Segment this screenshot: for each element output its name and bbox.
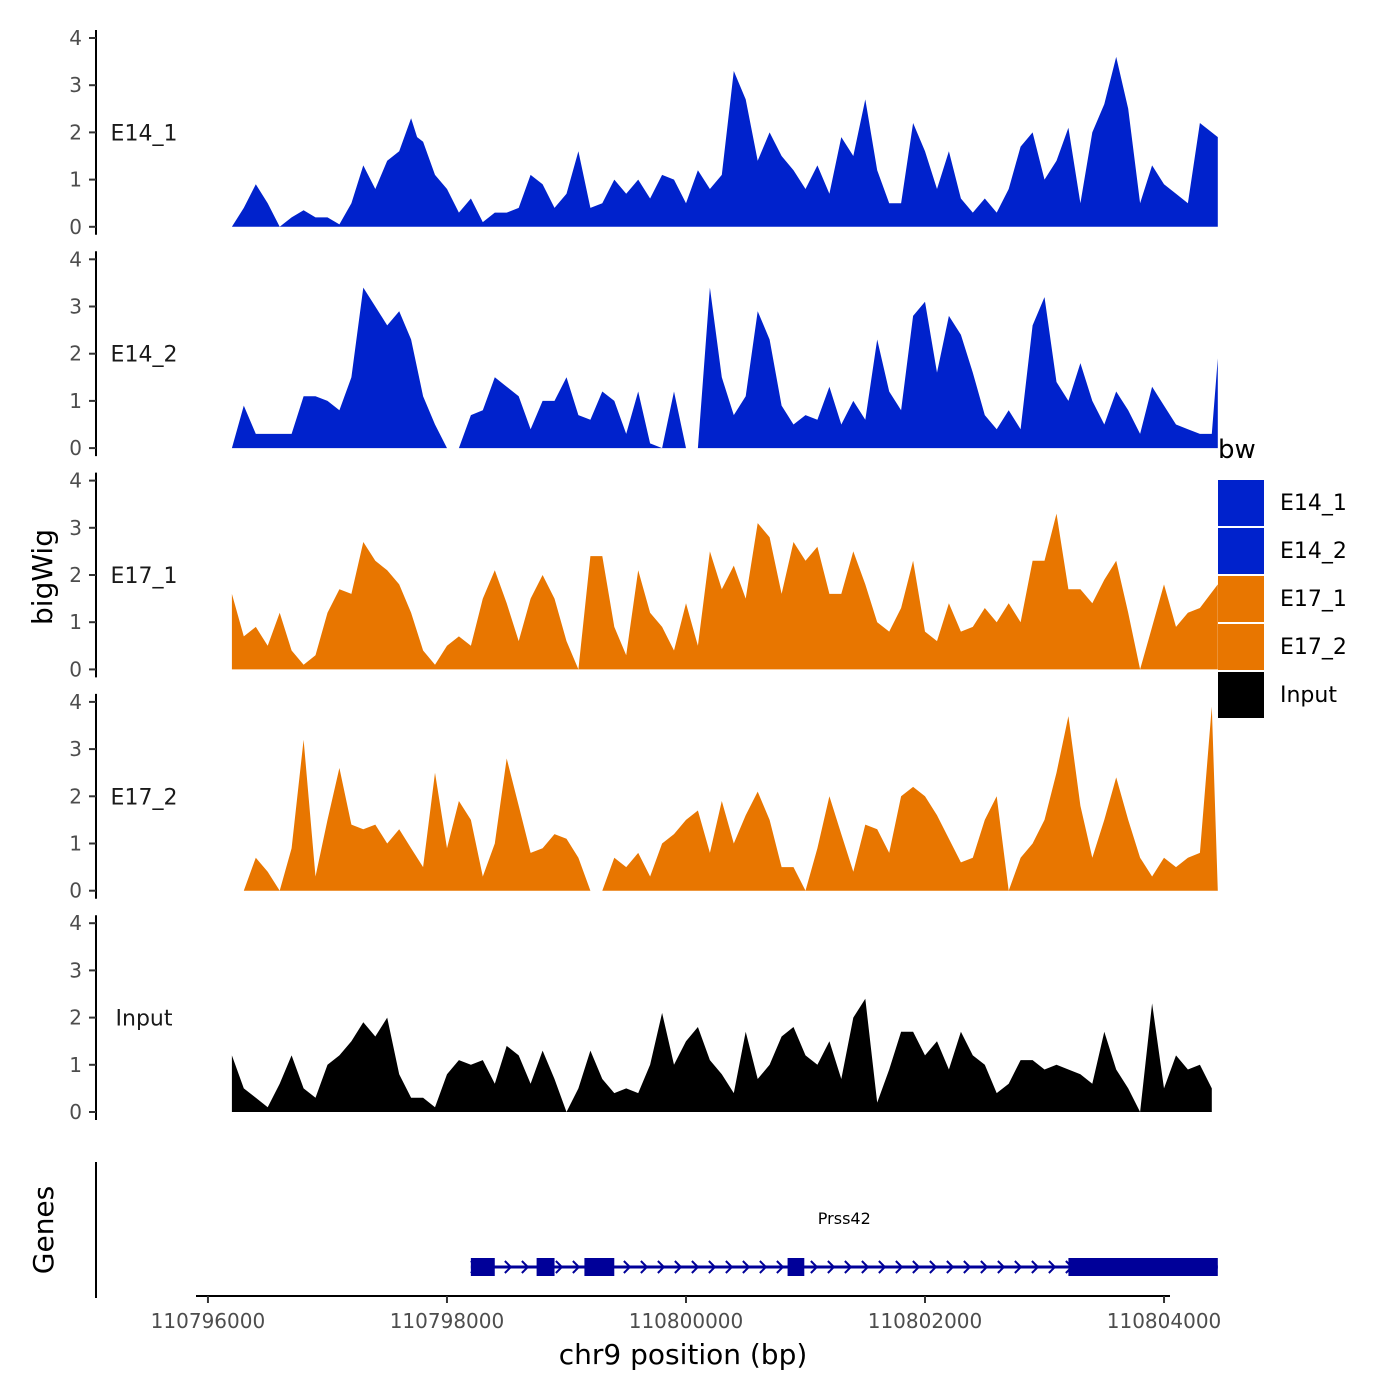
gene-exon bbox=[1068, 1258, 1218, 1276]
gene-exon bbox=[470, 1258, 495, 1276]
legend-label-E14_1: E14_1 bbox=[1280, 491, 1347, 516]
x-axis-title: chr9 position (bp) bbox=[559, 1338, 808, 1371]
y-tick-label: 1 bbox=[69, 610, 82, 634]
y-tick-label: 4 bbox=[69, 690, 82, 714]
y-tick-label: 3 bbox=[69, 958, 82, 982]
legend-label-E17_2: E17_2 bbox=[1280, 635, 1347, 660]
strand-arrow bbox=[963, 1260, 972, 1274]
strand-arrow bbox=[521, 1260, 530, 1274]
strand-arrow bbox=[1048, 1260, 1057, 1274]
track-label-E14_1: E14_1 bbox=[111, 121, 178, 146]
track-label-Input: Input bbox=[116, 1007, 173, 1032]
strand-arrow bbox=[708, 1260, 717, 1274]
signal-area-E17_1 bbox=[231, 513, 1218, 670]
y-tick-label: 2 bbox=[69, 1006, 82, 1030]
legend-title: bw bbox=[1218, 435, 1256, 465]
gene-exon bbox=[536, 1258, 555, 1276]
track-label-E14_2: E14_2 bbox=[111, 343, 178, 368]
gene-name-label: Prss42 bbox=[818, 1209, 871, 1228]
strand-arrow bbox=[810, 1260, 819, 1274]
y-tick-label: 2 bbox=[69, 342, 82, 366]
strand-arrow bbox=[759, 1260, 768, 1274]
y-tick-label: 2 bbox=[69, 563, 82, 587]
y-tick-label: 4 bbox=[69, 469, 82, 493]
x-axis: chr9 position (bp) 110796000 110798000 110… bbox=[151, 1295, 1222, 1371]
legend-swatch-E14_1 bbox=[1218, 480, 1264, 526]
strand-arrow bbox=[929, 1260, 938, 1274]
signal-tracks: 0 1 2 3 4 E14_1 0 1 2 3 4 E14_2 0 1 2 3 4 E17_1 0 1 2 3 4 E17_2… bbox=[69, 26, 1218, 1124]
signal-area-E14_2 bbox=[231, 287, 1218, 449]
legend-label-E17_1: E17_1 bbox=[1280, 587, 1347, 612]
strand-arrow bbox=[555, 1260, 564, 1274]
strand-arrow bbox=[878, 1260, 887, 1274]
y-tick-label: 3 bbox=[69, 295, 82, 319]
strand-arrow bbox=[725, 1260, 734, 1274]
track-E14_2: 0 1 2 3 4 E14_2 bbox=[69, 247, 1218, 460]
signal-area-E17_2 bbox=[243, 706, 1218, 891]
signal-area-E14_1 bbox=[231, 56, 1218, 227]
strand-arrow bbox=[504, 1260, 513, 1274]
strand-arrow bbox=[997, 1260, 1006, 1274]
x-tick-label: 110798000 bbox=[390, 1309, 505, 1333]
legend-label-Input: Input bbox=[1280, 683, 1337, 708]
y-tick-label: 0 bbox=[69, 215, 82, 239]
legend-label-E14_2: E14_2 bbox=[1280, 539, 1347, 564]
gene-track-label: Genes bbox=[27, 1186, 60, 1274]
legend-swatch-E14_2 bbox=[1218, 528, 1264, 574]
strand-arrow bbox=[657, 1260, 666, 1274]
track-Input: 0 1 2 3 4 Input bbox=[69, 911, 1212, 1124]
legend-swatch-E17_1 bbox=[1218, 576, 1264, 622]
strand-arrow bbox=[742, 1260, 751, 1274]
gene-exon bbox=[584, 1258, 615, 1276]
track-E17_2: 0 1 2 3 4 E17_2 bbox=[69, 690, 1218, 903]
strand-arrow bbox=[827, 1260, 836, 1274]
strand-arrow bbox=[776, 1260, 785, 1274]
y-tick-label: 1 bbox=[69, 832, 82, 856]
y-tick-label: 0 bbox=[69, 436, 82, 460]
track-label-E17_2: E17_2 bbox=[111, 785, 178, 810]
track-label-E17_1: E17_1 bbox=[111, 564, 178, 589]
x-tick-label: 110796000 bbox=[151, 1309, 266, 1333]
y-tick-label: 3 bbox=[69, 737, 82, 761]
strand-arrow bbox=[844, 1260, 853, 1274]
legend-swatch-Input bbox=[1218, 672, 1264, 718]
strand-arrow bbox=[980, 1260, 989, 1274]
y-tick-label: 0 bbox=[69, 879, 82, 903]
strand-arrow bbox=[640, 1260, 649, 1274]
gene-exon bbox=[787, 1258, 805, 1276]
y-axis-title: bigWig bbox=[26, 529, 59, 625]
strand-arrow bbox=[1031, 1260, 1040, 1274]
y-tick-label: 3 bbox=[69, 73, 82, 97]
track-E14_1: 0 1 2 3 4 E14_1 bbox=[69, 26, 1218, 239]
y-tick-label: 2 bbox=[69, 120, 82, 144]
y-tick-label: 4 bbox=[69, 247, 82, 271]
y-tick-label: 1 bbox=[69, 168, 82, 192]
strand-arrow bbox=[572, 1260, 581, 1274]
strand-arrow bbox=[674, 1260, 683, 1274]
track-E17_1: 0 1 2 3 4 E17_1 bbox=[69, 469, 1218, 681]
x-tick-label: 110802000 bbox=[868, 1309, 983, 1333]
signal-area-Input bbox=[231, 998, 1212, 1112]
y-tick-label: 4 bbox=[69, 26, 82, 50]
legend: bw E14_1 E14_2 E17_1 E17_2 Input bbox=[1218, 435, 1347, 718]
y-tick-label: 1 bbox=[69, 389, 82, 413]
y-tick-label: 0 bbox=[69, 1100, 82, 1124]
strand-arrow bbox=[861, 1260, 870, 1274]
gene-track: Genes Prss42 bbox=[27, 1162, 1218, 1298]
strand-arrow bbox=[623, 1260, 632, 1274]
strand-arrow bbox=[895, 1260, 904, 1274]
y-tick-label: 0 bbox=[69, 657, 82, 681]
y-tick-label: 3 bbox=[69, 516, 82, 540]
strand-arrow bbox=[691, 1260, 700, 1274]
strand-arrow bbox=[1014, 1260, 1023, 1274]
x-tick-label: 110804000 bbox=[1107, 1309, 1222, 1333]
x-tick-label: 110800000 bbox=[629, 1309, 744, 1333]
y-tick-label: 2 bbox=[69, 784, 82, 808]
strand-arrow bbox=[946, 1260, 955, 1274]
y-tick-label: 4 bbox=[69, 911, 82, 935]
legend-swatch-E17_2 bbox=[1218, 624, 1264, 670]
y-tick-label: 1 bbox=[69, 1053, 82, 1077]
strand-arrow bbox=[912, 1260, 921, 1274]
